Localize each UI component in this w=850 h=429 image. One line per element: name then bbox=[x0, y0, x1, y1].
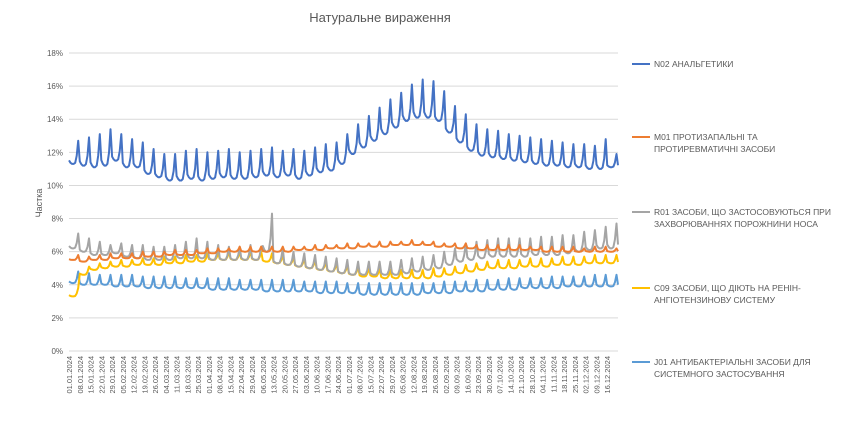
y-tick-label: 8% bbox=[51, 215, 63, 224]
x-tick-label: 04.11.2024 bbox=[539, 356, 548, 393]
x-tick-label: 18.03.2024 bbox=[183, 356, 192, 394]
legend-label: C09 ЗАСОБИ, ЩО ДІЮТЬ НА РЕНІН-АНГІОТЕНЗИ… bbox=[654, 283, 801, 305]
legend-item: M01 ПРОТИЗАПАЛЬНІ ТА ПРОТИРЕВМАТИЧНІ ЗАС… bbox=[632, 131, 844, 155]
y-tick-label: 18% bbox=[47, 49, 63, 58]
x-tick-label: 11.11.2024 bbox=[549, 356, 558, 392]
y-tick-label: 12% bbox=[47, 148, 63, 157]
x-tick-label: 05.02.2024 bbox=[119, 356, 128, 394]
y-tick-label: 16% bbox=[47, 82, 63, 91]
x-tick-label: 06.05.2024 bbox=[259, 356, 268, 394]
x-tick-label: 08.01.2024 bbox=[76, 356, 85, 394]
x-tick-label: 16.09.2024 bbox=[463, 356, 472, 394]
legend-swatch bbox=[632, 63, 650, 65]
x-tick-label: 01.01.2024 bbox=[65, 356, 74, 394]
x-tick-label: 04.03.2024 bbox=[162, 356, 171, 394]
x-tick-label: 02.09.2024 bbox=[442, 356, 451, 394]
legend-item: R01 ЗАСОБИ, ЩО ЗАСТОСОВУЮТЬСЯ ПРИ ЗАХВОР… bbox=[632, 206, 844, 230]
legend-swatch bbox=[632, 287, 650, 289]
x-tick-label: 19.08.2024 bbox=[420, 356, 429, 394]
x-tick-label: 08.07.2024 bbox=[356, 356, 365, 394]
y-tick-label: 4% bbox=[51, 281, 63, 290]
x-tick-label: 19.02.2024 bbox=[140, 356, 149, 394]
legend-swatch bbox=[632, 361, 650, 363]
x-tick-label: 09.12.2024 bbox=[592, 356, 601, 394]
series-line-r01 bbox=[68, 212, 619, 276]
x-tick-label: 29.04.2024 bbox=[248, 356, 257, 394]
series-line-m01 bbox=[68, 239, 619, 263]
x-tick-label: 11.03.2024 bbox=[173, 356, 182, 393]
x-tick-label: 12.02.2024 bbox=[130, 356, 139, 394]
x-tick-label: 01.04.2024 bbox=[205, 356, 214, 394]
x-tick-label: 23.09.2024 bbox=[474, 356, 483, 394]
series-line-j01 bbox=[68, 270, 619, 296]
x-tick-label: 21.10.2024 bbox=[517, 356, 526, 394]
x-tick-label: 02.12.2024 bbox=[582, 356, 591, 394]
legend-item: J01 АНТИБАКТЕРІАЛЬНІ ЗАСОБИ ДЛЯ СИСТЕМНО… bbox=[632, 356, 844, 380]
x-tick-label: 20.05.2024 bbox=[280, 356, 289, 394]
y-tick-label: 0% bbox=[51, 347, 63, 356]
y-tick-label: 6% bbox=[51, 248, 63, 257]
x-tick-label: 09.09.2024 bbox=[453, 356, 462, 394]
x-tick-label: 07.10.2024 bbox=[496, 356, 505, 394]
x-tick-label: 03.06.2024 bbox=[302, 356, 311, 394]
chart-title: Натуральне вираження bbox=[309, 10, 451, 25]
y-tick-label: 10% bbox=[47, 181, 63, 190]
x-tick-label: 08.04.2024 bbox=[216, 356, 225, 394]
plot-area: 0%2%4%6%8%10%12%14%16%18% 01.01.2024 08.0… bbox=[34, 49, 619, 394]
legend-label: N02 АНАЛЬГЕТИКИ bbox=[654, 59, 734, 69]
x-tick-label: 10.06.2024 bbox=[313, 356, 322, 394]
legend-label: R01 ЗАСОБИ, ЩО ЗАСТОСОВУЮТЬСЯ ПРИ ЗАХВОР… bbox=[654, 207, 831, 229]
x-tick-label: 24.06.2024 bbox=[334, 356, 343, 394]
legend-label: J01 АНТИБАКТЕРІАЛЬНІ ЗАСОБИ ДЛЯ СИСТЕМНО… bbox=[654, 357, 811, 379]
x-tick-label: 25.03.2024 bbox=[194, 356, 203, 394]
x-tick-label: 15.07.2024 bbox=[366, 356, 375, 394]
y-tick-label: 14% bbox=[47, 115, 63, 124]
series-line-n02 bbox=[68, 78, 619, 182]
x-tick-label: 13.05.2024 bbox=[270, 356, 279, 394]
x-tick-label: 05.08.2024 bbox=[399, 356, 408, 394]
x-tick-label: 27.05.2024 bbox=[291, 356, 300, 394]
legend-swatch bbox=[632, 211, 650, 213]
x-tick-label: 14.10.2024 bbox=[506, 356, 515, 394]
x-tick-label: 28.10.2024 bbox=[528, 356, 537, 394]
x-tick-label: 29.01.2024 bbox=[108, 356, 117, 394]
x-tick-label: 22.04.2024 bbox=[237, 356, 246, 394]
legend-item: C09 ЗАСОБИ, ЩО ДІЮТЬ НА РЕНІН-АНГІОТЕНЗИ… bbox=[632, 282, 844, 306]
x-tick-label: 12.08.2024 bbox=[409, 356, 418, 394]
x-tick-label: 15.01.2024 bbox=[87, 356, 96, 394]
x-tick-label: 25.11.2024 bbox=[571, 356, 580, 393]
legend-item: N02 АНАЛЬГЕТИКИ bbox=[632, 58, 844, 70]
x-tick-label: 30.09.2024 bbox=[485, 356, 494, 394]
x-tick-label: 26.02.2024 bbox=[151, 356, 160, 394]
legend-swatch bbox=[632, 136, 650, 138]
x-tick-label: 22.01.2024 bbox=[97, 356, 106, 394]
x-tick-label: 15.04.2024 bbox=[226, 356, 235, 394]
x-tick-label: 01.07.2024 bbox=[345, 356, 354, 394]
x-tick-label: 29.07.2024 bbox=[388, 356, 397, 394]
x-tick-label: 18.11.2024 bbox=[560, 356, 569, 393]
x-tick-label: 22.07.2024 bbox=[377, 356, 386, 394]
y-axis-label: Частка bbox=[34, 189, 44, 218]
x-tick-label: 16.12.2024 bbox=[603, 356, 612, 394]
y-tick-label: 2% bbox=[51, 314, 63, 323]
x-tick-label: 17.06.2024 bbox=[323, 356, 332, 394]
x-tick-label: 26.08.2024 bbox=[431, 356, 440, 394]
legend-label: M01 ПРОТИЗАПАЛЬНІ ТА ПРОТИРЕВМАТИЧНІ ЗАС… bbox=[654, 132, 776, 154]
